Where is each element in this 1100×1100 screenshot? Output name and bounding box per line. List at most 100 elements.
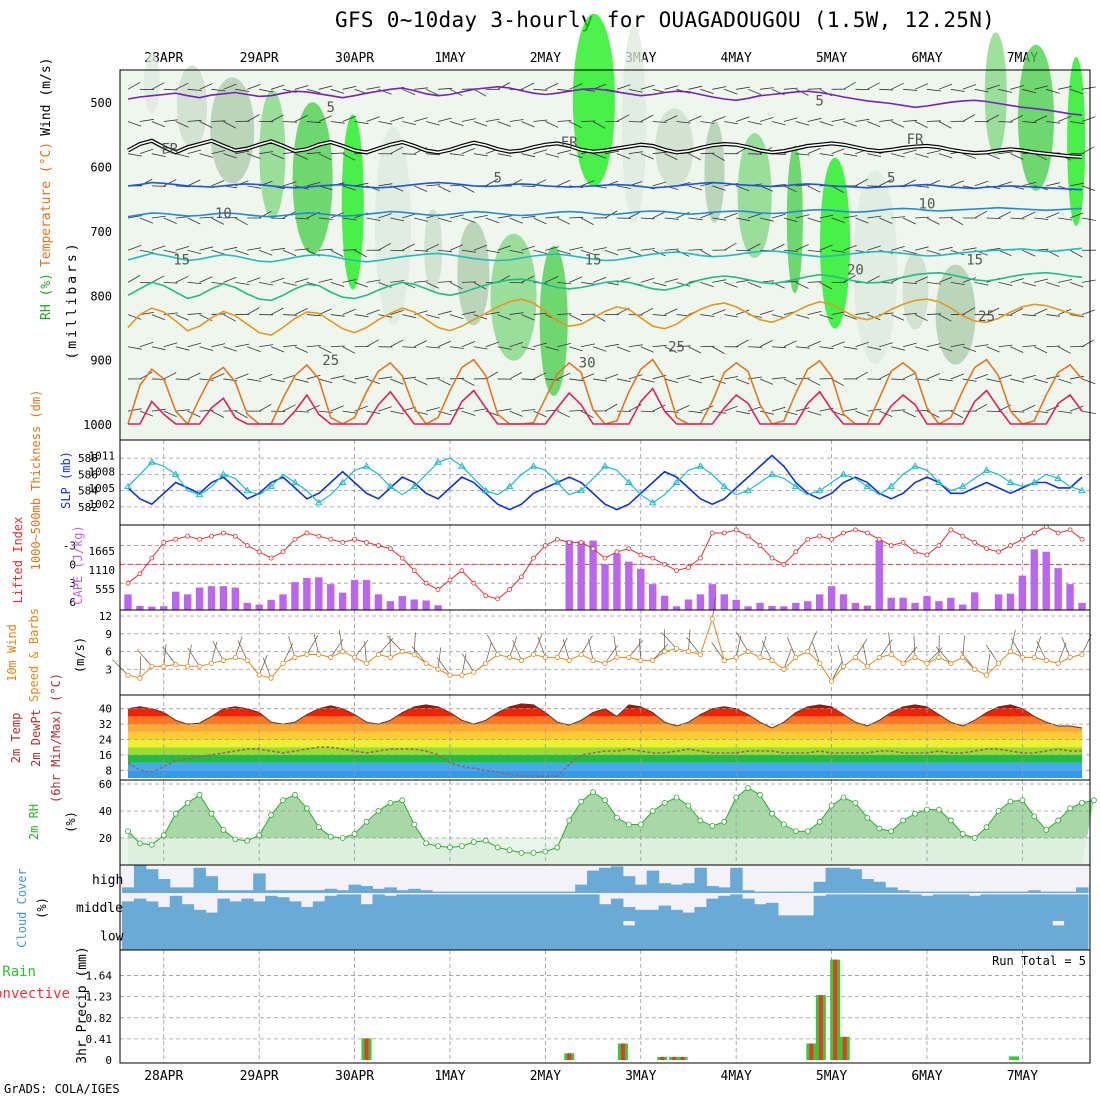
wind-barb [354,282,368,288]
li-point [1079,536,1085,542]
wind-speed-point [435,666,441,672]
li-point [578,540,584,545]
wind-tick-label: 6 [105,646,112,659]
isotherm-label: 5 [327,100,335,116]
wind-barb [712,116,726,122]
wind-barb [211,249,226,255]
rh-shade-blob [622,26,647,223]
wind-barb [521,409,536,412]
cloud-low-bar [420,921,433,950]
wind-barb [664,115,678,122]
cape-bar [768,605,776,610]
wind-barb [533,119,548,122]
wind-barb [700,88,714,94]
wind-barb [270,346,285,353]
wind-barb [557,217,571,225]
cloud-middle-bar [479,894,493,921]
wind-barb [1081,217,1096,221]
wind-speed-point [125,672,131,678]
wind-barb [903,342,917,348]
wind-10m-barb [413,632,416,655]
rh-shade-blob [984,32,1007,156]
precip-total-bar [1009,1056,1020,1060]
cloud-low-bar [694,921,707,950]
cape-bar [970,592,979,610]
wind-barb [461,148,476,155]
cape-bar [708,584,717,610]
cloud-middle-bar [920,895,934,921]
cloud-low-bar [432,921,445,950]
wind-10m-barb [1036,640,1047,661]
isotherm-label: 10 [919,196,936,212]
isotherm--5c [127,85,1083,116]
cloud-high-bar [181,887,195,893]
wind-barb [640,84,655,90]
cloud-low-bar [861,921,874,950]
wind-barb [425,88,439,96]
wind-barb [759,340,773,348]
wind-barb [1058,378,1072,384]
rh-point [506,847,513,854]
wind-barb [974,403,988,412]
cape-bar [195,587,204,610]
panel-frame [119,949,1091,1064]
cloud-low-bar [932,921,946,950]
wind-barb [127,153,142,157]
cape-bar [219,586,228,610]
cloud-high-bar [992,891,1006,893]
wind-barb [283,121,298,123]
wind-speed-point [220,657,226,663]
cloud-middle-bar [384,895,397,921]
wind-barb [807,88,822,90]
cloud-middle-bar [300,907,314,921]
wind-barb [974,180,989,187]
cloud-middle-bar [312,901,326,921]
wind-barb [926,88,941,92]
wind-speed-point [1031,654,1037,661]
cloud-middle-bar [265,895,278,921]
wind-barb [592,153,607,159]
wind-barb [783,410,798,416]
cape-bar [648,584,657,610]
wind-barb [330,121,345,124]
wind-barb [879,88,894,91]
date-label-bottom: 7MAY [1007,1069,1038,1084]
cloud-level-label: high [92,873,123,888]
wind-barb [891,378,906,381]
li-point [1008,543,1013,548]
thickness-point [1078,486,1086,494]
wind-10m-barb [735,635,742,658]
wind-barb [652,211,666,219]
wind-barb [211,343,226,348]
li-point [232,533,238,539]
wind-barb [902,217,916,225]
cloud-high-bar [372,888,385,893]
li-point [185,533,191,539]
li-point [519,574,524,580]
wind-barb [294,278,309,283]
wind-barb [819,214,834,219]
li-point [912,549,918,555]
wind-barb [628,151,643,155]
wind-barb [211,217,225,225]
wind-barb [366,217,381,221]
wind-barb [342,153,356,161]
wind-barb [604,343,619,348]
wind-barb [879,179,892,187]
cloud-low-bar [157,921,171,950]
cloud-high-bar [241,890,254,893]
li-tick-label: -3 [63,540,76,553]
wind-speed-point [840,663,847,669]
cloud-low-bar [599,921,612,950]
wind-barb [426,121,440,126]
cloud-low-bar [253,921,266,950]
wind-barb [867,275,880,283]
wind-barb [938,217,953,219]
wind-barb [1022,181,1037,187]
li-point [733,527,739,533]
cloud-low-bar [1052,925,1065,950]
wind-barb [807,281,822,283]
cloud-low-bar [837,921,850,950]
rh-shade-blob [704,120,725,223]
wind-barb [151,314,165,321]
